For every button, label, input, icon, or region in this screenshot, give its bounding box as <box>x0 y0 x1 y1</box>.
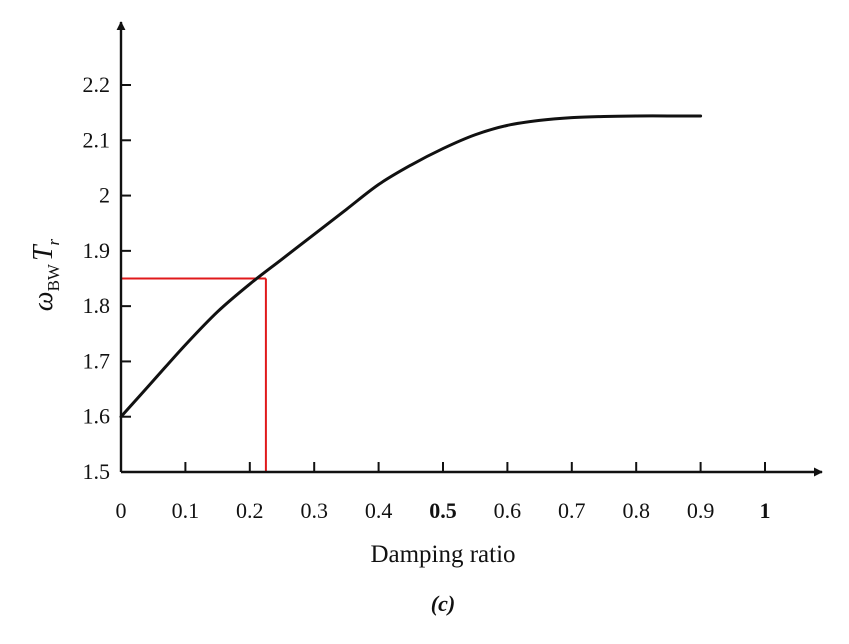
x-tick-label: 0.6 <box>494 498 522 523</box>
x-tick-label: 1 <box>760 498 771 523</box>
figure-caption: (c) <box>431 591 455 616</box>
y-axis-title: ωBWTr <box>28 238 63 311</box>
series-line <box>119 114 703 419</box>
x-tick-label: 0.5 <box>429 498 457 523</box>
annotation-layer <box>121 277 267 472</box>
y-tick-label: 2.2 <box>83 72 111 97</box>
y-tick-label: 1.8 <box>83 293 111 318</box>
y-tick-label: 1.7 <box>83 348 111 373</box>
axes-layer <box>116 21 823 477</box>
x-tick-label: 0.4 <box>365 498 393 523</box>
x-tick-label: 0.2 <box>236 498 264 523</box>
labels-layer: 0 0.1 0.2 0.3 0.4 0.5 0.6 0.7 0.8 0.9 1 1.5 1.6 1.7 1.… <box>28 72 771 616</box>
x-tick-label: 0.3 <box>300 498 328 523</box>
x-tick-label: 0.7 <box>558 498 586 523</box>
x-axis-title: Damping ratio <box>370 541 515 568</box>
y-tick-label: 1.9 <box>83 238 111 263</box>
y-tick-label: 1.5 <box>83 459 111 484</box>
y-tick-label: 2 <box>99 183 110 208</box>
y-tick-label: 2.1 <box>83 127 111 152</box>
x-tick-label: 0.9 <box>687 498 715 523</box>
x-tick-label: 0.8 <box>622 498 650 523</box>
x-tick-label: 0 <box>116 498 127 523</box>
x-tick-label: 0.1 <box>172 498 200 523</box>
y-tick-label: 1.6 <box>83 404 111 429</box>
series-layer <box>119 114 703 419</box>
